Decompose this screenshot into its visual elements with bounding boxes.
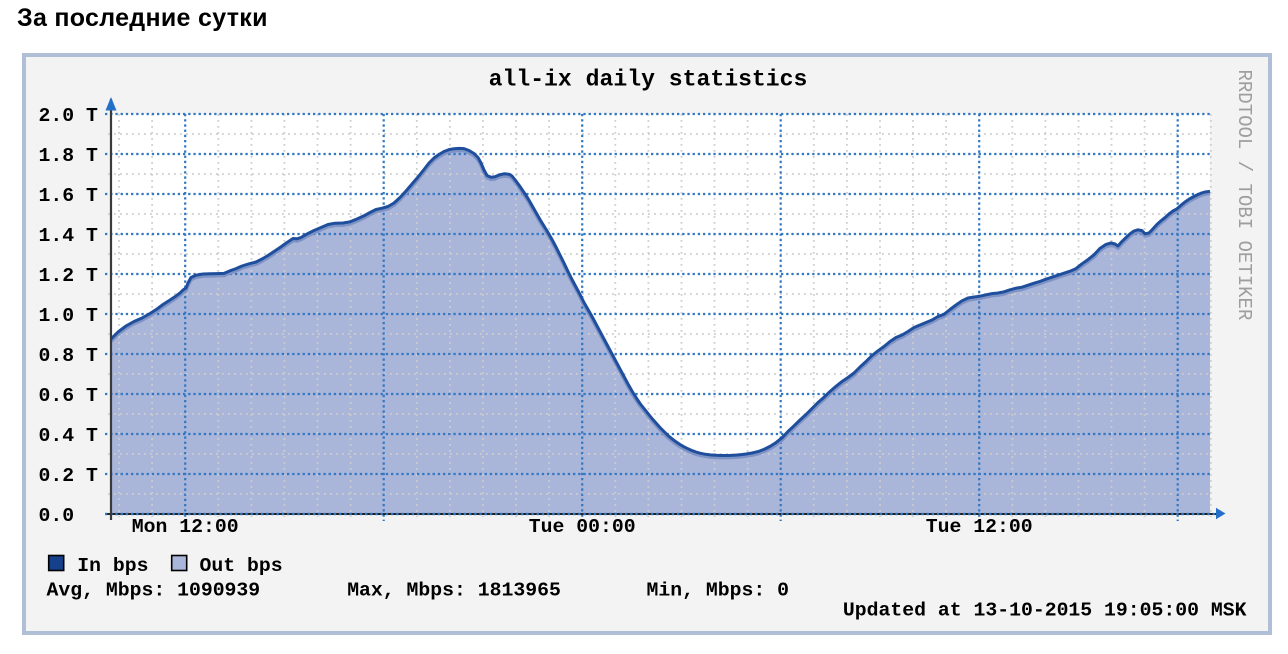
svg-text:Max, Mbps: 1813965: Max, Mbps: 1813965 bbox=[347, 580, 561, 602]
svg-text:Updated at 13-10-2015 19:05:00: Updated at 13-10-2015 19:05:00 MSK bbox=[843, 600, 1247, 622]
svg-text:1.0 T: 1.0 T bbox=[39, 305, 98, 327]
svg-text:0.8 T: 0.8 T bbox=[39, 345, 98, 367]
svg-text:0.2 T: 0.2 T bbox=[39, 465, 98, 487]
svg-text:0.0: 0.0 bbox=[39, 505, 75, 527]
svg-text:1.8 T: 1.8 T bbox=[39, 145, 98, 167]
svg-text:In bps: In bps bbox=[77, 555, 148, 577]
svg-text:1.4 T: 1.4 T bbox=[39, 225, 98, 247]
svg-text:all-ix daily statistics: all-ix daily statistics bbox=[489, 67, 808, 93]
svg-text:0.4 T: 0.4 T bbox=[39, 425, 98, 447]
svg-text:Min, Mbps: 0: Min, Mbps: 0 bbox=[647, 580, 789, 602]
svg-text:2.0 T: 2.0 T bbox=[39, 105, 98, 127]
svg-text:Tue 00:00: Tue 00:00 bbox=[529, 516, 636, 538]
svg-text:Out bps: Out bps bbox=[200, 555, 283, 577]
svg-text:RRDTOOL / TOBI OETIKER: RRDTOOL / TOBI OETIKER bbox=[1233, 70, 1255, 321]
svg-text:0.6 T: 0.6 T bbox=[39, 385, 98, 407]
svg-text:1.2 T: 1.2 T bbox=[39, 265, 98, 287]
svg-text:Tue 12:00: Tue 12:00 bbox=[926, 516, 1033, 538]
svg-text:1.6 T: 1.6 T bbox=[39, 185, 98, 207]
svg-text:Avg, Mbps: 1090939: Avg, Mbps: 1090939 bbox=[47, 580, 261, 602]
svg-text:Mon 12:00: Mon 12:00 bbox=[132, 516, 239, 538]
